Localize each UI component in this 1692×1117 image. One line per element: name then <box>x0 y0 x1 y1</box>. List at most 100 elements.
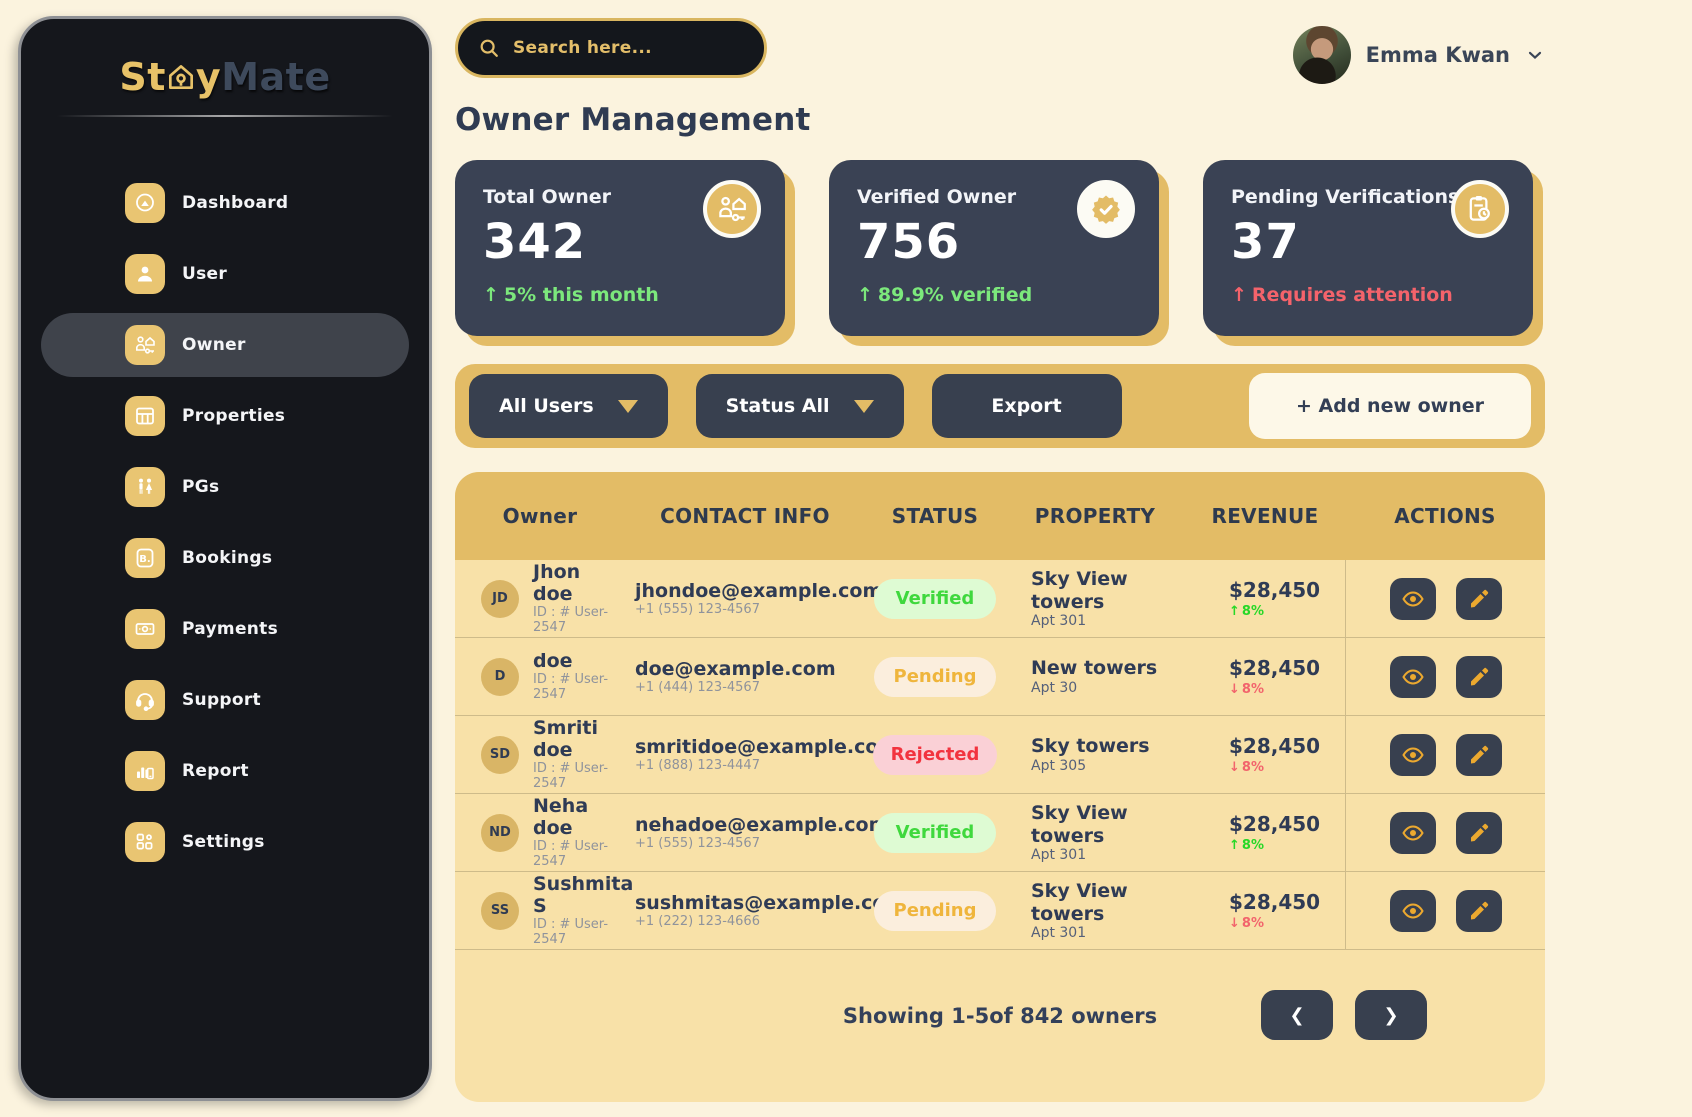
stat-card-verified-owner: Verified Owner 756 89.9% verified <box>829 160 1159 336</box>
svg-text:B.: B. <box>139 554 150 565</box>
revenue-amount: $28,450 <box>1229 734 1321 758</box>
sidebar-item-owner[interactable]: Owner <box>41 313 409 377</box>
owner-phone: +1 (555) 123-4567 <box>635 836 760 852</box>
edit-button[interactable] <box>1455 655 1502 698</box>
sidebar-item-label: Payments <box>182 619 279 639</box>
owner-initials-avatar: JD <box>481 579 519 618</box>
stat-card-total-owner: Total Owner 342 5% this month <box>455 160 785 336</box>
view-button[interactable] <box>1389 811 1436 854</box>
chevron-down-icon <box>1528 51 1542 59</box>
sidebar-item-payments[interactable]: Payments <box>41 597 409 661</box>
owner-email: jhondoe@example.com <box>635 579 883 602</box>
edit-button[interactable] <box>1455 811 1502 854</box>
settings-icon <box>125 822 165 862</box>
owner-id: ID : # User-2547 <box>533 917 609 948</box>
search-icon <box>480 39 498 57</box>
user-icon <box>125 254 165 294</box>
sidebar-item-report[interactable]: Report <box>41 739 409 803</box>
properties-icon <box>125 396 165 436</box>
owner-phone: +1 (888) 123-4447 <box>635 758 760 774</box>
stat-delta: 89.9% verified <box>857 284 1131 306</box>
revenue-amount: $28,450 <box>1229 890 1321 914</box>
status-badge: Rejected <box>872 734 998 775</box>
brand-logo: St yMate <box>21 19 429 99</box>
eye-icon <box>1401 746 1424 763</box>
property-name: Sky View towers <box>1031 879 1128 925</box>
pencil-icon <box>1470 589 1488 607</box>
status-badge: Pending <box>874 656 996 697</box>
brand-text-y: y <box>195 55 222 99</box>
dropdown-arrow-icon <box>617 399 638 413</box>
owner-email: smritidoe@example.com <box>635 735 899 758</box>
revenue-amount: $28,450 <box>1229 578 1321 602</box>
status-all-dropdown[interactable]: Status All <box>695 374 904 438</box>
revenue-amount: $28,450 <box>1229 812 1321 836</box>
view-button[interactable] <box>1389 889 1436 932</box>
owner-phone: +1 (555) 123-4567 <box>635 602 760 618</box>
sidebar-item-label: PGs <box>182 477 220 497</box>
sidebar-item-label: Report <box>182 761 249 781</box>
search-input[interactable]: Search here... <box>455 18 767 78</box>
col-header-status: STATUS <box>891 504 979 528</box>
house-pin-icon <box>168 65 193 89</box>
all-users-label: All Users <box>499 395 594 417</box>
user-name: Emma Kwan <box>1365 43 1510 67</box>
stat-value: 37 <box>1231 214 1300 270</box>
pagination: Showing 1-5of 842 owners ❮ ❯ <box>455 950 1545 1102</box>
filter-bar: All Users Status All Export + Add new ow… <box>455 364 1545 448</box>
edit-button[interactable] <box>1455 889 1502 932</box>
sidebar-item-properties[interactable]: Properties <box>41 384 409 448</box>
prev-page-button[interactable]: ❮ <box>1261 990 1333 1040</box>
edit-button[interactable] <box>1455 733 1502 776</box>
view-button[interactable] <box>1389 577 1436 620</box>
owner-name: Jhon doe <box>533 560 581 605</box>
owner-id: ID : # User-2547 <box>533 605 609 636</box>
owner-email: sushmitas@example.com <box>635 891 906 914</box>
view-button[interactable] <box>1389 733 1436 776</box>
topbar: Search here... Emma Kwan <box>455 0 1545 96</box>
owner-email: nehadoe@example.com <box>635 813 889 836</box>
property-unit: Apt 30 <box>1031 679 1078 696</box>
sidebar-item-dashboard[interactable]: Dashboard <box>41 171 409 235</box>
status-badge: Pending <box>874 890 996 931</box>
revenue-change: 8% <box>1229 760 1345 775</box>
sidebar: St yMate Dashboard User Owner Properties <box>18 16 432 1101</box>
table-header-row: Owner CONTACT INFO STATUS PROPERTY REVEN… <box>455 472 1545 560</box>
user-menu[interactable]: Emma Kwan <box>1292 26 1545 84</box>
sidebar-item-pgs[interactable]: PGs <box>41 455 409 519</box>
view-button[interactable] <box>1389 655 1436 698</box>
property-unit: Apt 301 <box>1031 847 1087 864</box>
support-icon <box>125 680 165 720</box>
owner-badge-icon <box>703 180 761 238</box>
stat-delta: Requires attention <box>1231 284 1505 306</box>
property-unit: Apt 301 <box>1031 925 1087 942</box>
sidebar-item-settings[interactable]: Settings <box>41 810 409 874</box>
pgs-icon <box>125 467 165 507</box>
all-users-dropdown[interactable]: All Users <box>469 374 668 438</box>
owner-phone: +1 (222) 123-4666 <box>635 914 760 930</box>
col-header-contact-info: CONTACT INFO <box>660 504 830 528</box>
eye-icon <box>1401 824 1424 841</box>
sidebar-nav: Dashboard User Owner Properties PGs B. B… <box>21 171 429 874</box>
owners-table: Owner CONTACT INFO STATUS PROPERTY REVEN… <box>455 472 1545 1102</box>
owner-phone: +1 (444) 123-4567 <box>635 680 760 696</box>
pencil-icon <box>1470 823 1488 841</box>
export-label: Export <box>991 395 1062 417</box>
table-row: SS Sushmita S ID : # User-2547 sushmitas… <box>455 872 1545 950</box>
col-header-revenue: REVENUE <box>1211 504 1319 528</box>
revenue-change: 8% <box>1229 682 1345 697</box>
sidebar-item-bookings[interactable]: B. Bookings <box>41 526 409 590</box>
eye-icon <box>1401 668 1424 685</box>
next-page-button[interactable]: ❯ <box>1355 990 1427 1040</box>
owner-id: ID : # User-2547 <box>533 761 609 792</box>
eye-icon <box>1401 902 1424 919</box>
sidebar-item-support[interactable]: Support <box>41 668 409 732</box>
owner-initials-avatar: SD <box>481 735 519 774</box>
brand-text-st: St <box>119 55 166 99</box>
brand-text-mate: Mate <box>221 55 331 99</box>
export-button[interactable]: Export <box>931 374 1122 438</box>
edit-button[interactable] <box>1455 577 1502 620</box>
bookings-icon: B. <box>125 538 165 578</box>
sidebar-item-user[interactable]: User <box>41 242 409 306</box>
add-new-owner-button[interactable]: + Add new owner <box>1249 373 1531 439</box>
